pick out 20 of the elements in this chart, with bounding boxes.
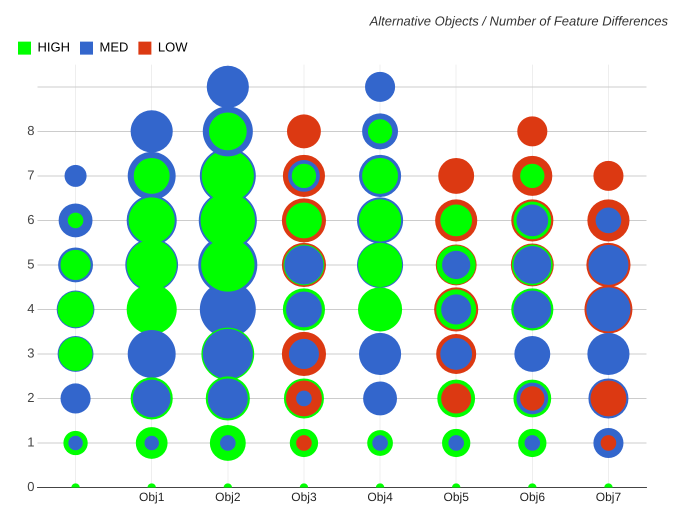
- y-tick-label: 5: [27, 256, 34, 272]
- x-tick-label: Obj6: [520, 490, 546, 504]
- legend-label: MED: [100, 40, 128, 55]
- legend-label: LOW: [158, 40, 188, 55]
- y-tick-label: 1: [27, 434, 34, 450]
- x-tick-label: Obj7: [596, 490, 622, 504]
- legend-label: HIGH: [38, 40, 70, 55]
- y-tick-label: 2: [27, 390, 34, 406]
- x-tick-label: Obj2: [215, 490, 241, 504]
- y-tick-label: 7: [27, 167, 34, 182]
- y-tick-label: 6: [27, 212, 34, 227]
- x-tick-label: Obj3: [291, 490, 317, 504]
- y-tick-label: 3: [27, 346, 34, 361]
- y-tick-label: 0: [27, 479, 34, 494]
- y-tick-label: 4: [27, 301, 34, 316]
- y-tick-label: 8: [27, 122, 34, 138]
- x-tick-label: Obj5: [444, 490, 470, 504]
- x-tick-label: Obj4: [367, 490, 394, 504]
- x-tick-label: Obj1: [139, 490, 165, 504]
- chart-title: Alternative Objects / Number of Feature Differences: [368, 13, 668, 28]
